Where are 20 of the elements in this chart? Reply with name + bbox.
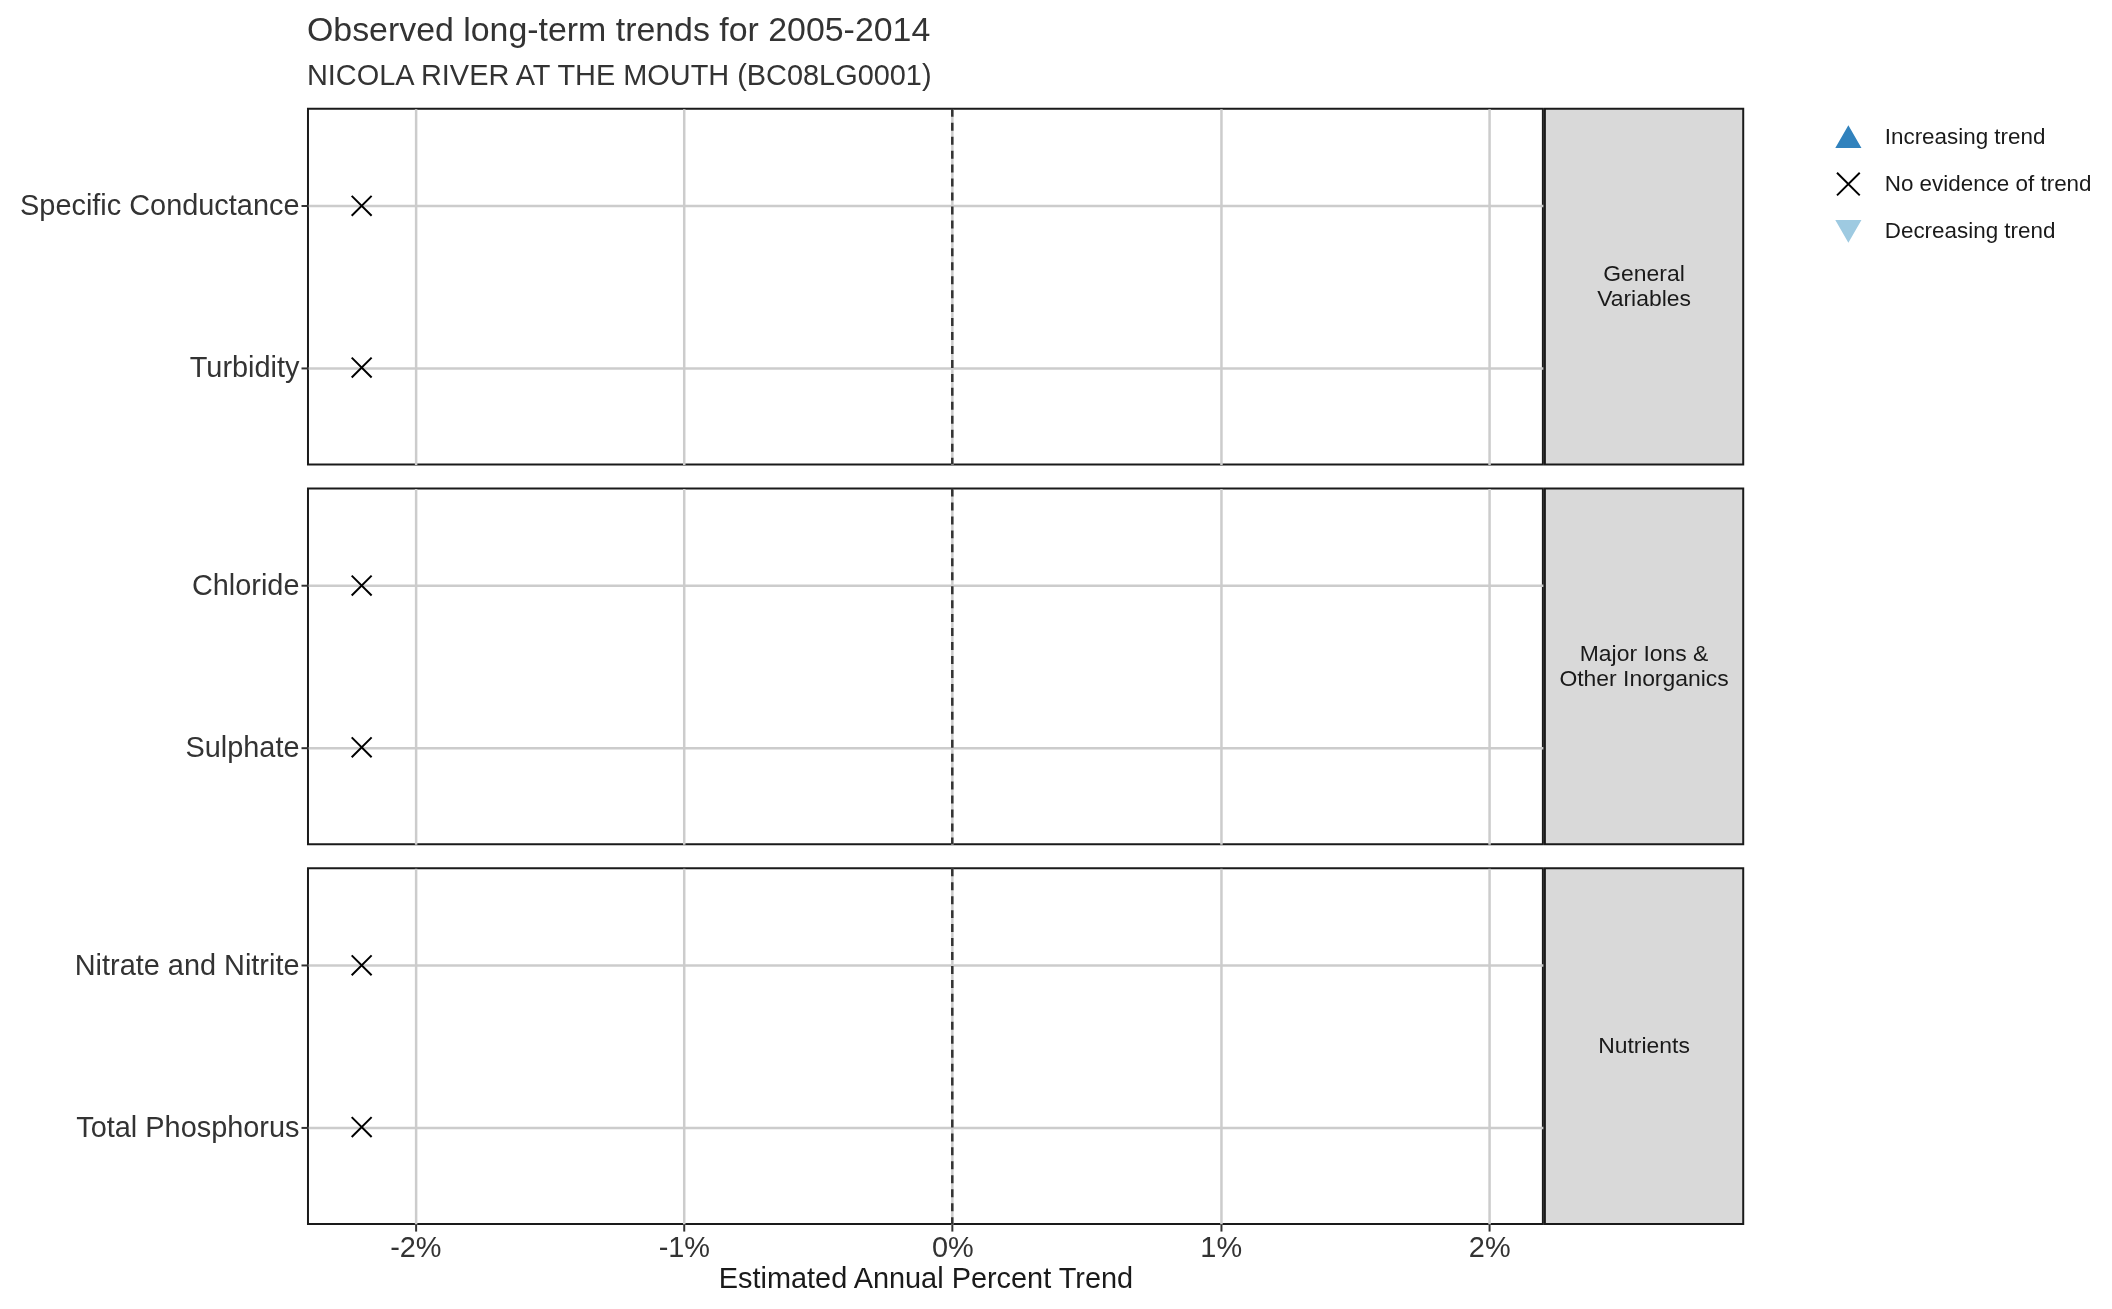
y-tick-label: Nitrate and Nitrite <box>74 948 300 981</box>
x-axis-title: Estimated Annual Percent Trend <box>718 1262 1134 1295</box>
chart-subtitle: NICOLA RIVER AT THE MOUTH (BC08LG0001) <box>306 58 932 91</box>
text: Nutrients <box>1598 1032 1690 1059</box>
x-tick-label: -1% <box>658 1231 711 1264</box>
text: Major Ions & Other Inorganics <box>1559 639 1729 691</box>
text: General Variables <box>1597 260 1691 312</box>
legend-label: Decreasing trend <box>1884 217 2056 243</box>
x-tick-label: 1% <box>1200 1231 1243 1264</box>
y-tick-label: Sulphate <box>185 730 300 763</box>
y-tick-label: Chloride <box>191 569 300 602</box>
chart-title: Observed long-term trends for 2005-2014 <box>306 9 931 48</box>
x-tick-label: 2% <box>1468 1231 1511 1264</box>
legend-label: Increasing trend <box>1884 124 2046 150</box>
x-tick-label: -2% <box>390 1231 442 1264</box>
y-tick-label: Turbidity <box>189 351 301 384</box>
legend-label: No evidence of trend <box>1884 171 2092 197</box>
x-tick-label: 0% <box>931 1231 974 1264</box>
y-tick-label: Total Phosphorus <box>76 1110 300 1143</box>
y-tick-label: Specific Conductance <box>20 189 300 222</box>
